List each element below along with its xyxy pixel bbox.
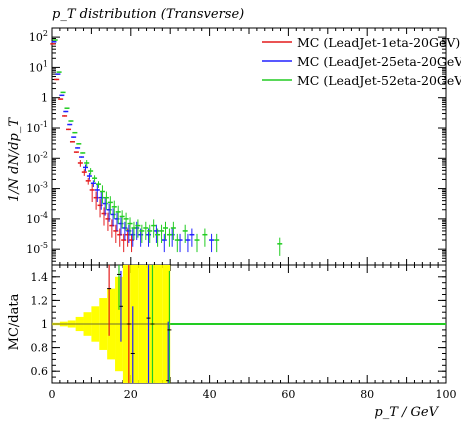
legend-label: MC (LeadJet-1eta-20GeV) [297,35,460,50]
y-axis-label-ratio: MC/data [7,293,22,350]
y-axis-label-main: 1/N dN/dp_T [7,117,22,202]
ratio-y-tick-label: 0.8 [31,342,49,355]
y-tick-label: 10-1 [26,120,48,135]
ratio-panel: 0 20 40 60 80 100 0.6 0.8 1 1.2 1.4 [31,264,457,401]
legend-label: MC (LeadJet-52eta-20GeV) [297,73,461,88]
y-tick-exponent: -1 [40,120,48,129]
x-tick-label: 100 [436,388,457,401]
x-axis-label: p_T / GeV [374,405,439,420]
y-tick-label: 102 [29,29,48,44]
y-tick-label: 1 [41,92,48,105]
legend-label: MC (LeadJet-25eta-20GeV) [297,54,461,69]
ratio-y-tick-label: 1.2 [31,294,49,307]
y-tick-exponent: 2 [43,29,48,38]
y-tick-label: 10-4 [26,211,48,226]
x-tick-label: 60 [281,388,295,401]
y-tick-exponent: -3 [40,181,48,190]
y-tick-exponent: -4 [40,211,48,220]
ratio-y-tick-label: 0.6 [31,365,49,378]
x-tick-label: 40 [203,388,217,401]
y-tick-label: 10-5 [26,241,48,256]
chart-title: p_T distribution (Transverse) [52,7,244,22]
y-tick-exponent: -5 [40,241,48,250]
y-tick-label: 10-3 [26,181,48,196]
x-tick-label: 0 [49,388,56,401]
y-tick-label: 101 [29,59,48,74]
ratio-y-tick-label: 1 [41,318,48,331]
x-tick-label: 20 [124,388,138,401]
legend: MC (LeadJet-1eta-20GeV) MC (LeadJet-25eta… [262,35,461,88]
x-tick-label: 80 [360,388,374,401]
ratio-y-tick-label: 1.4 [31,271,49,284]
y-tick-exponent: -2 [40,150,48,159]
y-tick-exponent: 1 [43,59,48,68]
y-tick-label: 10-2 [26,150,48,165]
